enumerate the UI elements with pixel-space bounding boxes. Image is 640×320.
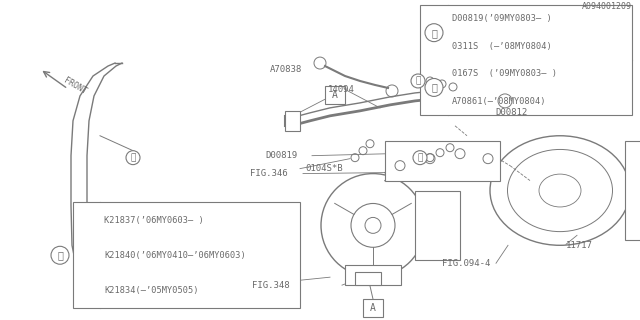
- Text: ③: ③: [431, 28, 437, 38]
- Text: 14094: 14094: [328, 85, 355, 94]
- Text: A094001209: A094001209: [582, 2, 632, 11]
- Bar: [625, 141, 640, 240]
- Text: D00819: D00819: [265, 151, 297, 160]
- Text: FIG.094-4: FIG.094-4: [442, 259, 490, 268]
- Text: ①: ①: [57, 250, 63, 260]
- Text: FRONT: FRONT: [62, 76, 88, 96]
- Text: 0104S*B: 0104S*B: [305, 164, 342, 173]
- Text: FIG.346: FIG.346: [250, 169, 287, 178]
- Text: A70838: A70838: [270, 65, 302, 74]
- Text: FIG.348: FIG.348: [252, 281, 290, 290]
- Text: ①: ①: [131, 153, 136, 162]
- Bar: [285, 111, 300, 131]
- Bar: [355, 272, 381, 285]
- Text: ②: ②: [431, 83, 437, 92]
- Bar: [363, 299, 383, 317]
- Bar: [420, 5, 632, 115]
- Circle shape: [411, 74, 425, 88]
- Text: K21840(’06MY0410–’06MY0603): K21840(’06MY0410–’06MY0603): [104, 251, 246, 260]
- Circle shape: [51, 246, 69, 264]
- Text: A70861(–’08MY0804): A70861(–’08MY0804): [452, 97, 547, 106]
- Bar: [325, 86, 345, 104]
- Text: D00819(’09MY0803– ): D00819(’09MY0803– ): [452, 14, 552, 23]
- Text: ②: ②: [417, 153, 422, 162]
- Bar: [73, 203, 300, 308]
- Text: 0167S  (’09MY0803– ): 0167S (’09MY0803– ): [452, 69, 557, 78]
- Text: ③: ③: [415, 76, 420, 85]
- Text: A: A: [332, 90, 338, 100]
- Text: 0311S  (–’08MY0804): 0311S (–’08MY0804): [452, 42, 552, 51]
- Bar: [415, 190, 460, 260]
- Text: 11717: 11717: [566, 241, 593, 250]
- Circle shape: [126, 151, 140, 164]
- Text: K21834(–’05MY0505): K21834(–’05MY0505): [104, 286, 198, 295]
- Bar: [385, 141, 500, 180]
- Circle shape: [425, 78, 443, 96]
- Bar: [345, 265, 401, 285]
- Circle shape: [413, 151, 427, 164]
- Text: D00812: D00812: [495, 108, 527, 117]
- Text: A: A: [370, 303, 376, 313]
- Text: K21837(’06MY0603– ): K21837(’06MY0603– ): [104, 216, 204, 225]
- Circle shape: [425, 24, 443, 42]
